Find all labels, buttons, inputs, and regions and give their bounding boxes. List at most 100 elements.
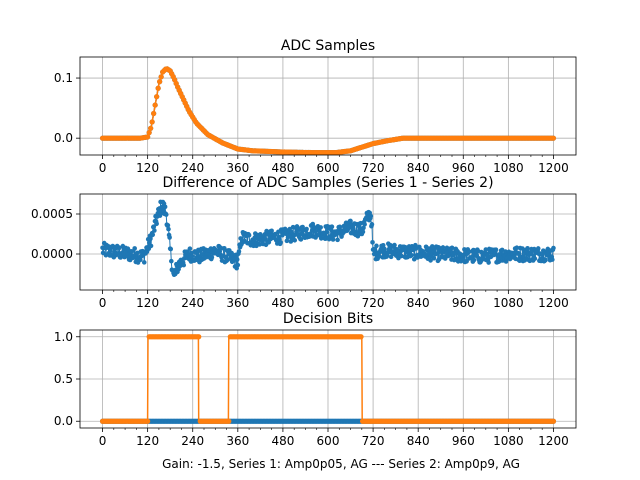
- data-point: [235, 262, 241, 268]
- data-point: [525, 245, 530, 251]
- data-point: [155, 85, 161, 91]
- data-point: [154, 221, 159, 227]
- x-tick-label: 960: [452, 434, 475, 448]
- data-point: [148, 243, 154, 249]
- data-point: [335, 237, 340, 243]
- data-point: [318, 225, 323, 230]
- subplot-title: ADC Samples: [281, 38, 375, 54]
- y-tick-label: 0.0005: [31, 207, 73, 221]
- data-point: [329, 224, 335, 230]
- subplots: 0 120 240 360 480 600 720 840 960 1080 12000.00.1A…: [31, 38, 577, 448]
- data-point: [304, 226, 309, 232]
- x-tick-label: 1080: [493, 161, 524, 175]
- data-point: [428, 258, 433, 263]
- x-tick-label: 960: [452, 161, 475, 175]
- data-point: [145, 418, 151, 424]
- data-point: [497, 252, 502, 257]
- x-tick-label: 120: [136, 434, 159, 448]
- x-tick-label: 600: [317, 161, 340, 175]
- series-2: [99, 334, 557, 424]
- x-tick-label: 360: [226, 296, 249, 310]
- y-tick-label: 0.0000: [31, 247, 73, 261]
- data-point: [168, 246, 174, 252]
- data-point: [360, 229, 366, 235]
- data-point: [535, 246, 541, 251]
- x-tick-label: 600: [317, 434, 340, 448]
- data-point: [380, 242, 386, 248]
- data-point: [163, 212, 169, 217]
- x-tick-label: 360: [226, 434, 249, 448]
- data-point: [181, 262, 187, 268]
- data-point: [269, 228, 274, 234]
- figure-xlabel: Gain: -1.5, Series 1: Amp0p05, AG --- Se…: [162, 457, 520, 471]
- data-point: [165, 223, 171, 228]
- data-point: [141, 260, 147, 265]
- x-tick-label: 720: [362, 296, 385, 310]
- data-point: [409, 252, 414, 258]
- data-point: [348, 218, 353, 224]
- x-tick-label: 0: [99, 434, 107, 448]
- y-tick-label: 1.0: [54, 330, 73, 344]
- x-tick-label: 840: [407, 296, 430, 310]
- data-point: [161, 208, 166, 213]
- x-tick-label: 120: [136, 296, 159, 310]
- x-axis: 0 120 240 360 480 600 720 840 960 1080 1200: [99, 428, 569, 448]
- data-point: [392, 242, 397, 248]
- data-point: [149, 119, 155, 125]
- data-point: [318, 236, 324, 241]
- data-point: [257, 242, 263, 247]
- data-point: [151, 110, 157, 117]
- y-axis: 0.0 0.5 1.0: [54, 330, 80, 428]
- data-point: [486, 260, 491, 265]
- data-point: [493, 247, 499, 252]
- grid: [80, 194, 576, 290]
- plot-area: [100, 199, 556, 278]
- data-point: [516, 251, 522, 256]
- data-point: [166, 226, 171, 232]
- data-point: [543, 257, 548, 263]
- data-point: [129, 249, 135, 254]
- data-point: [514, 245, 520, 251]
- data-point: [550, 257, 555, 262]
- data-point: [374, 243, 379, 249]
- data-point: [550, 135, 557, 141]
- subplot-1: 0 120 240 360 480 600 720 840 960 1080 1200 0.0 0.1 A…: [54, 38, 577, 175]
- subplot-3: 0 120 240 360 480 600 720 840 960 1080 1200 0.0 0.5 1…: [54, 311, 577, 448]
- subplot-title: Decision Bits: [283, 311, 373, 327]
- x-tick-label: 240: [181, 161, 204, 175]
- x-tick-label: 720: [362, 434, 385, 448]
- data-point: [388, 254, 394, 260]
- x-axis: 0 120 240 360 480 600 720 840 960 1080 1200: [99, 290, 569, 310]
- x-tick-label: 1080: [493, 296, 524, 310]
- plot-area: [99, 334, 557, 424]
- x-tick-label: 360: [226, 161, 249, 175]
- data-point: [358, 334, 364, 340]
- data-point: [157, 79, 163, 85]
- x-tick-label: 840: [407, 161, 430, 175]
- x-tick-label: 960: [452, 296, 475, 310]
- x-tick-label: 0: [99, 296, 107, 310]
- y-tick-label: 0.5: [54, 372, 73, 386]
- x-axis: 0 120 240 360 480 600 720 840 960 1080 1200: [99, 155, 569, 175]
- data-point: [246, 232, 252, 238]
- data-point: [532, 256, 538, 261]
- x-tick-label: 480: [271, 434, 294, 448]
- data-point: [187, 246, 193, 251]
- data-point: [148, 125, 154, 131]
- data-point: [169, 258, 174, 264]
- data-point: [234, 257, 240, 262]
- x-tick-label: 480: [271, 296, 294, 310]
- data-point: [433, 251, 438, 257]
- data-point: [150, 232, 156, 238]
- data-point: [117, 245, 122, 251]
- x-tick-label: 840: [407, 434, 430, 448]
- data-point: [152, 228, 157, 233]
- grid: [80, 330, 576, 428]
- x-tick-label: 1200: [538, 161, 569, 175]
- data-point: [292, 237, 298, 243]
- data-point: [158, 74, 164, 80]
- y-tick-label: 0.0: [54, 414, 73, 428]
- data-point: [189, 253, 195, 259]
- data-point: [317, 229, 322, 234]
- data-point: [226, 418, 232, 424]
